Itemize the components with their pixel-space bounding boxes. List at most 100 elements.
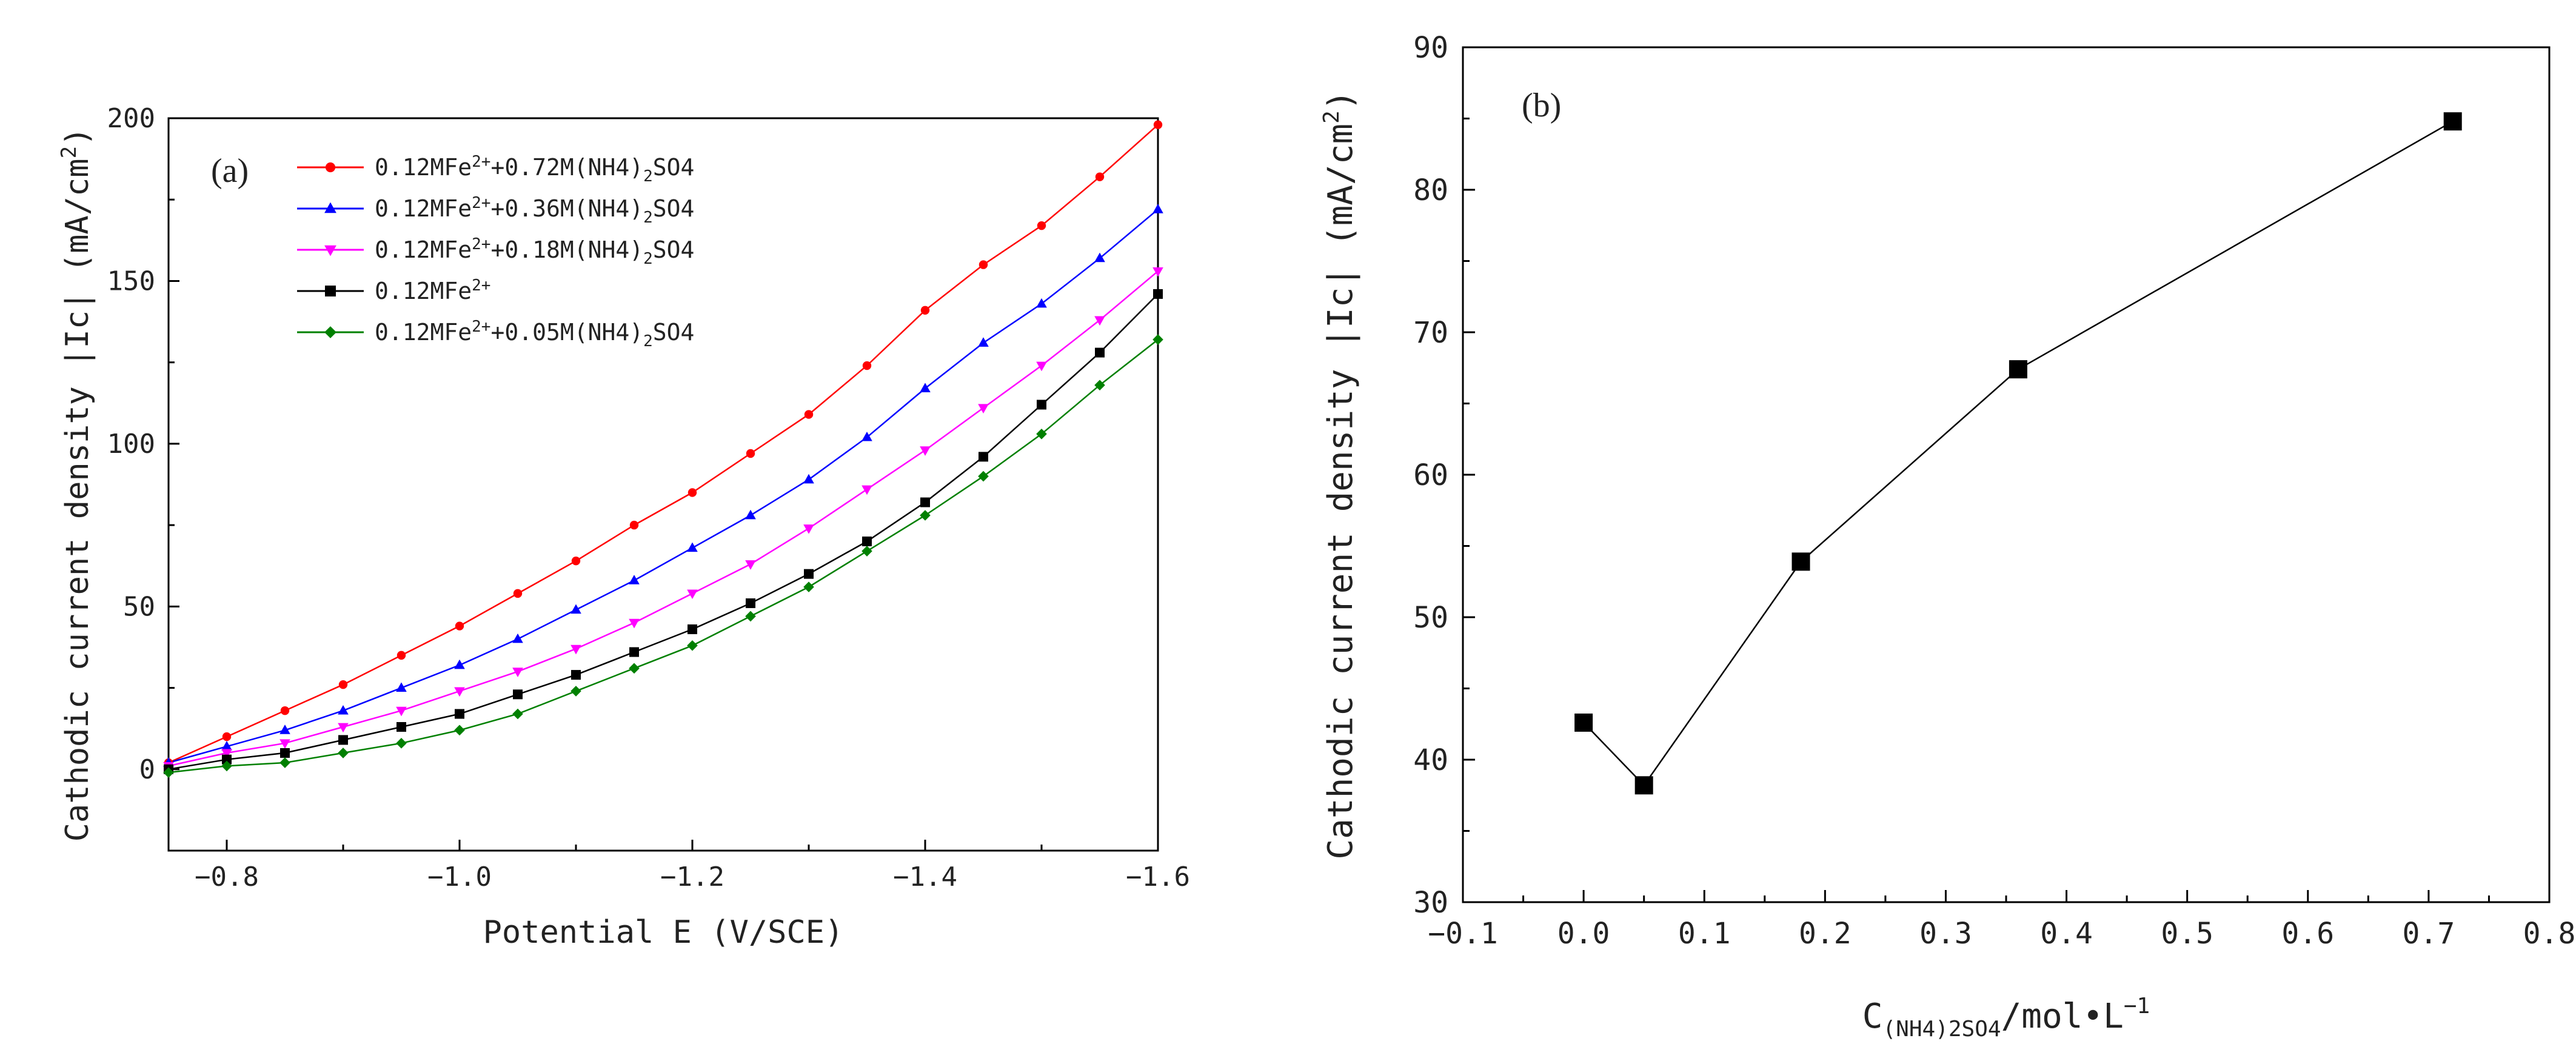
chart-a-y-tick-label: 0: [139, 754, 156, 785]
chart-a-point: [513, 689, 523, 700]
chart-a-series-line: [168, 124, 1159, 764]
chart-a-point: [1153, 204, 1163, 213]
chart-a-x-axis-title: Potential E (V/SCE): [483, 914, 844, 951]
chart-a-point: [978, 470, 989, 482]
chart-a-legend: 0.12MFe2++0.72M(NH4)2SO40.12MFe2++0.36M(…: [297, 153, 694, 350]
chart-b-panel-label: (b): [1522, 87, 1561, 124]
chart-a-series-line: [168, 339, 1159, 774]
chart-a-y-axis-title-sup: 2: [57, 146, 81, 158]
chart-a-point: [861, 546, 872, 557]
chart-b-x-tick-label: 0.3: [1919, 917, 1972, 951]
chart-a-point: [1037, 400, 1046, 410]
chart-a-point: [396, 706, 407, 717]
chart-a-point: [279, 739, 290, 749]
chart-a-legend-swatch-marker: [325, 286, 336, 296]
chart-a-x-ticks: −0.8 −1.0 −1.2 −1.4 −1.6: [195, 840, 1190, 892]
chart-a-point: [979, 452, 988, 462]
chart-a-series-line: [168, 293, 1159, 771]
chart-b-x-tick-label: 0.5: [2161, 917, 2213, 951]
chart-a-point: [862, 536, 872, 546]
chart-a-legend-label: 0.12MFe2++0.18M(NH4)2SO4: [375, 235, 694, 268]
chart-a-x-tick-label: −1.0: [427, 862, 492, 892]
chart-a-point: [570, 644, 581, 655]
chart-a-point: [745, 611, 756, 622]
chart-b-y-tick-label: 70: [1413, 316, 1448, 350]
chart-a-point: [745, 509, 756, 520]
chart-a-legend-label: 0.12MFe2+: [375, 276, 490, 304]
chart-a-point: [454, 687, 465, 697]
chart-b-x-axis-title-sub: (NH4)2SO4: [1882, 1017, 2001, 1042]
chart-a-legend-label-part: +0.05M(NH4): [490, 319, 643, 346]
chart-a-legend-label-part: SO4: [653, 236, 695, 263]
chart-a-point: [687, 488, 697, 497]
chart-a-point: [512, 633, 523, 643]
chart-a-point: [571, 556, 581, 566]
chart-a-x-tick-label: −1.4: [893, 862, 957, 892]
chart-a-point: [804, 410, 814, 419]
chart-a-point: [1094, 316, 1105, 326]
chart-a-legend-label-sup: 2+: [472, 235, 490, 253]
chart-a-legend-label: 0.12MFe2++0.36M(NH4)2SO4: [375, 194, 694, 227]
chart-b-x-tick-label: 0.2: [1799, 917, 1852, 951]
chart-a-legend-swatch-marker: [324, 245, 336, 256]
chart-b-point: [1791, 552, 1810, 571]
chart-a-y-tick-label: 200: [107, 103, 155, 134]
chart-a-legend-label-sub: 2: [643, 167, 653, 186]
chart-a-point: [571, 670, 581, 680]
chart-a-x-tick-label: −1.6: [1126, 862, 1190, 892]
chart-a-legend-label: 0.12MFe2++0.05M(NH4)2SO4: [375, 318, 694, 350]
chart-a-point: [920, 510, 931, 521]
chart-b-y-axis-title-sup: 2: [1319, 110, 1344, 124]
chart-a-legend-label-part: +0.72M(NH4): [490, 154, 643, 181]
chart-a-point: [280, 706, 290, 715]
chart-a-point: [222, 732, 232, 741]
chart-a-point: [745, 560, 756, 570]
chart-a-point: [803, 474, 814, 484]
chart-a-legend-label-sub: 2: [643, 332, 653, 350]
chart-a-legend-label-sup: 2+: [472, 276, 490, 295]
chart-a-x-tick-label: −1.2: [660, 862, 724, 892]
chart-a-point: [804, 569, 814, 579]
chart-b-x-tick-label: 0.4: [2040, 917, 2093, 951]
chart-b-series-line: [1583, 121, 2454, 787]
chart-a-point: [512, 668, 523, 677]
chart-a-series-lines: [168, 124, 1159, 774]
chart-a-point: [338, 680, 348, 689]
chart-b-x-axis-title-unit: /mol•L: [2001, 997, 2124, 1036]
chart-b-x-axis-title-exp: −1: [2124, 994, 2150, 1019]
chart-a-legend-label-part: +0.18M(NH4): [490, 236, 643, 263]
chart-a: (a) −0.8 −1.0 −1.2 −1.4 −1.6 0 50 100 150 200 0.…: [57, 103, 1190, 951]
chart-a-point: [512, 708, 523, 720]
chart-a-point: [687, 640, 698, 651]
chart-b-y-tick-label: 30: [1413, 886, 1448, 920]
chart-a-point: [920, 446, 931, 456]
chart-a-y-tick-label: 50: [123, 591, 155, 622]
chart-b-y-tick-label: 40: [1413, 743, 1448, 777]
chart-a-point: [221, 760, 232, 772]
chart-b-point: [2443, 112, 2462, 131]
chart-a-point: [1153, 289, 1163, 299]
chart-a-point: [221, 740, 232, 751]
chart-a-legend-label-part: 0.12MFe: [375, 195, 472, 222]
chart-a-point: [746, 449, 755, 458]
chart-a-point: [163, 767, 174, 778]
chart-a-point: [803, 581, 814, 592]
chart-a-panel-label: (a): [211, 152, 249, 190]
chart-a-legend-label: 0.12MFe2++0.72M(NH4)2SO4: [375, 153, 694, 186]
chart-a-point: [454, 659, 465, 669]
chart-b-point: [2009, 360, 2027, 379]
chart-a-legend-label-part: 0.12MFe: [375, 236, 472, 263]
chart-a-point: [1036, 361, 1047, 372]
chart-b-y-tick-label: 60: [1413, 458, 1448, 492]
chart-b: (b) −0.1 0.0 0.1 0.2 0.3 0.4 0.5 0.6 0.7 0.8 30 40…: [1319, 31, 2575, 1042]
chart-b-plot-frame: [1462, 46, 2551, 903]
chart-a-legend-label-part: 0.12MFe: [375, 154, 472, 181]
chart-a-point: [629, 520, 639, 530]
chart-a-point: [222, 754, 232, 765]
chart-a-y-ticks: 0 50 100 150 200: [107, 103, 179, 785]
chart-a-legend-swatch-marker: [324, 202, 336, 213]
chart-a-point: [280, 748, 290, 758]
chart-a-point: [513, 589, 523, 598]
chart-a-y-axis-title-main: Cathodic current density |Ic| (mA/cm: [59, 158, 96, 842]
